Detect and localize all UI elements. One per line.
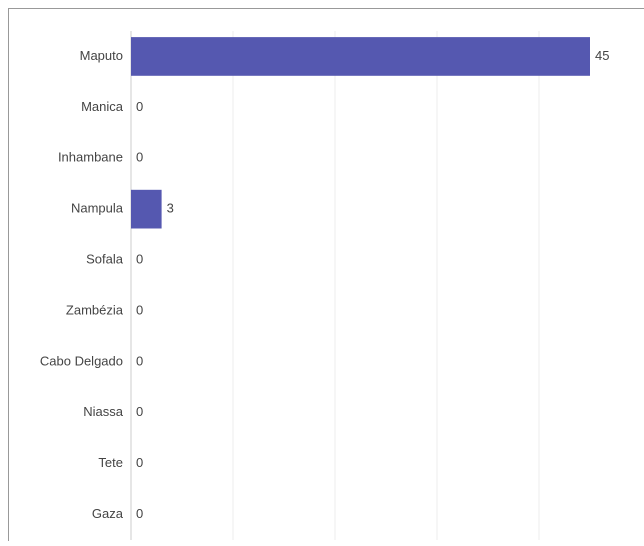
y-tick-label: Inhambane — [58, 150, 123, 165]
y-tick-label: Zambézia — [66, 302, 124, 317]
data-label: 0 — [136, 353, 143, 368]
y-tick-label: Manica — [81, 99, 124, 114]
data-label: 0 — [136, 302, 143, 317]
y-tick-label: Gaza — [92, 506, 124, 521]
data-label: 3 — [167, 201, 174, 216]
bar — [131, 190, 162, 229]
data-label: 0 — [136, 455, 143, 470]
data-label: 0 — [136, 99, 143, 114]
y-tick-label: Cabo Delgado — [40, 353, 123, 368]
y-tick-label: Maputo — [80, 48, 123, 63]
data-label: 0 — [136, 150, 143, 165]
bar — [131, 37, 590, 76]
data-label: 45 — [595, 48, 609, 63]
data-label: 0 — [136, 506, 143, 521]
y-tick-label: Sofala — [86, 251, 124, 266]
y-tick-label: Nampula — [71, 201, 124, 216]
y-tick-label: Niassa — [83, 404, 124, 419]
y-tick-label: Tete — [98, 455, 123, 470]
data-label: 0 — [136, 404, 143, 419]
data-label: 0 — [136, 251, 143, 266]
